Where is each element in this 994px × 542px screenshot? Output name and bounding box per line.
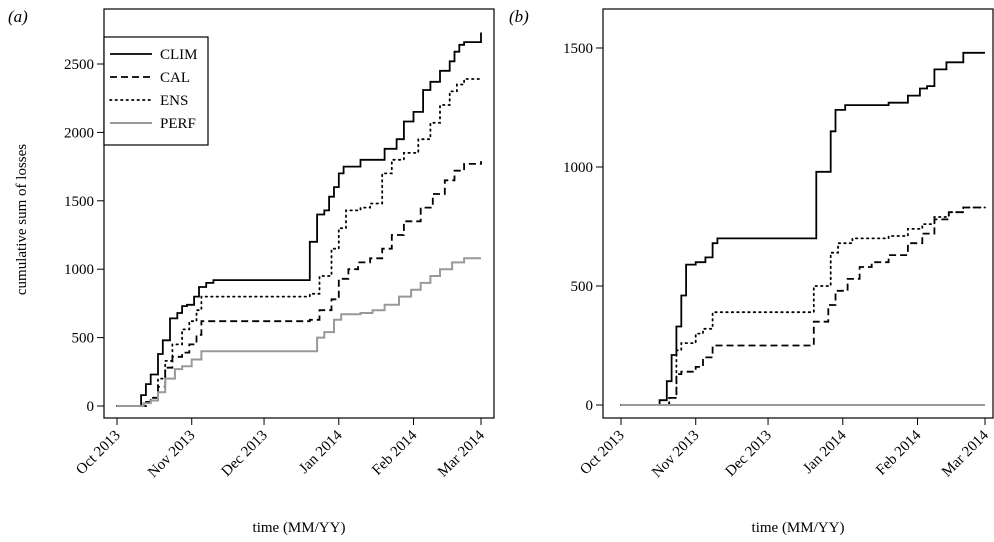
- series-line-clim: [621, 51, 985, 406]
- y-tick-label: 2500: [64, 57, 94, 73]
- x-tick-label: Mar 2014: [939, 427, 992, 480]
- legend: CLIM CAL ENS PERF: [103, 36, 209, 146]
- y-tick-label: 500: [571, 279, 594, 295]
- legend-label-cal: CAL: [160, 70, 190, 86]
- y-tick-label: 0: [87, 399, 95, 415]
- legend-label-perf: PERF: [160, 116, 196, 132]
- y-tick-label: 500: [72, 331, 95, 347]
- series-line-cal: [117, 161, 482, 407]
- x-tick-label: Feb 2014: [369, 427, 420, 478]
- y-tick-label: 1000: [64, 262, 94, 278]
- panel-letter: (b): [509, 7, 529, 26]
- panel-a: (a) 0 500 1000 1500 2000 2500 Oct 2013 Nov 2013 D…: [8, 7, 495, 536]
- legend-box: [103, 36, 209, 146]
- x-tick-label: Mar 2014: [435, 427, 488, 480]
- x-tick-label: Feb 2014: [873, 427, 924, 478]
- y-tick-label: 1500: [563, 41, 593, 57]
- series-line-clim: [117, 32, 482, 407]
- series-line-ens: [620, 206, 986, 406]
- x-tick-label: Dec 2013: [723, 428, 775, 480]
- y-tick-label: 0: [586, 398, 594, 414]
- plot-frame: [103, 8, 495, 419]
- y-axis-title: cumulative sum of losses: [14, 144, 30, 295]
- y-tick-label: 2000: [64, 125, 94, 141]
- plot-frame: [602, 8, 994, 419]
- x-tick-label: Nov 2013: [649, 428, 702, 481]
- legend-label-clim: CLIM: [160, 47, 198, 63]
- y-tick-label: 1000: [563, 160, 593, 176]
- series-line-cal: [621, 206, 985, 406]
- x-tick-label: Nov 2013: [145, 428, 198, 481]
- panel-b: (b) 0 500 1000 1500 Oct 2013 Nov 2013 Dec 2013 J…: [509, 7, 994, 536]
- x-tick-label: Oct 2013: [577, 428, 628, 479]
- x-axis-title: time (MM/YY): [253, 520, 346, 536]
- series-line-perf: [117, 257, 481, 407]
- panel-letter: (a): [8, 7, 28, 26]
- x-tick-label: Dec 2013: [219, 428, 271, 480]
- series-line-ens: [116, 76, 482, 407]
- x-tick-label: Oct 2013: [73, 428, 124, 479]
- y-tick-label: 1500: [64, 194, 94, 210]
- x-tick-label: Jan 2014: [800, 427, 850, 477]
- legend-label-ens: ENS: [160, 93, 188, 109]
- x-tick-label: Jan 2014: [296, 427, 346, 477]
- x-axis-title: time (MM/YY): [752, 520, 845, 536]
